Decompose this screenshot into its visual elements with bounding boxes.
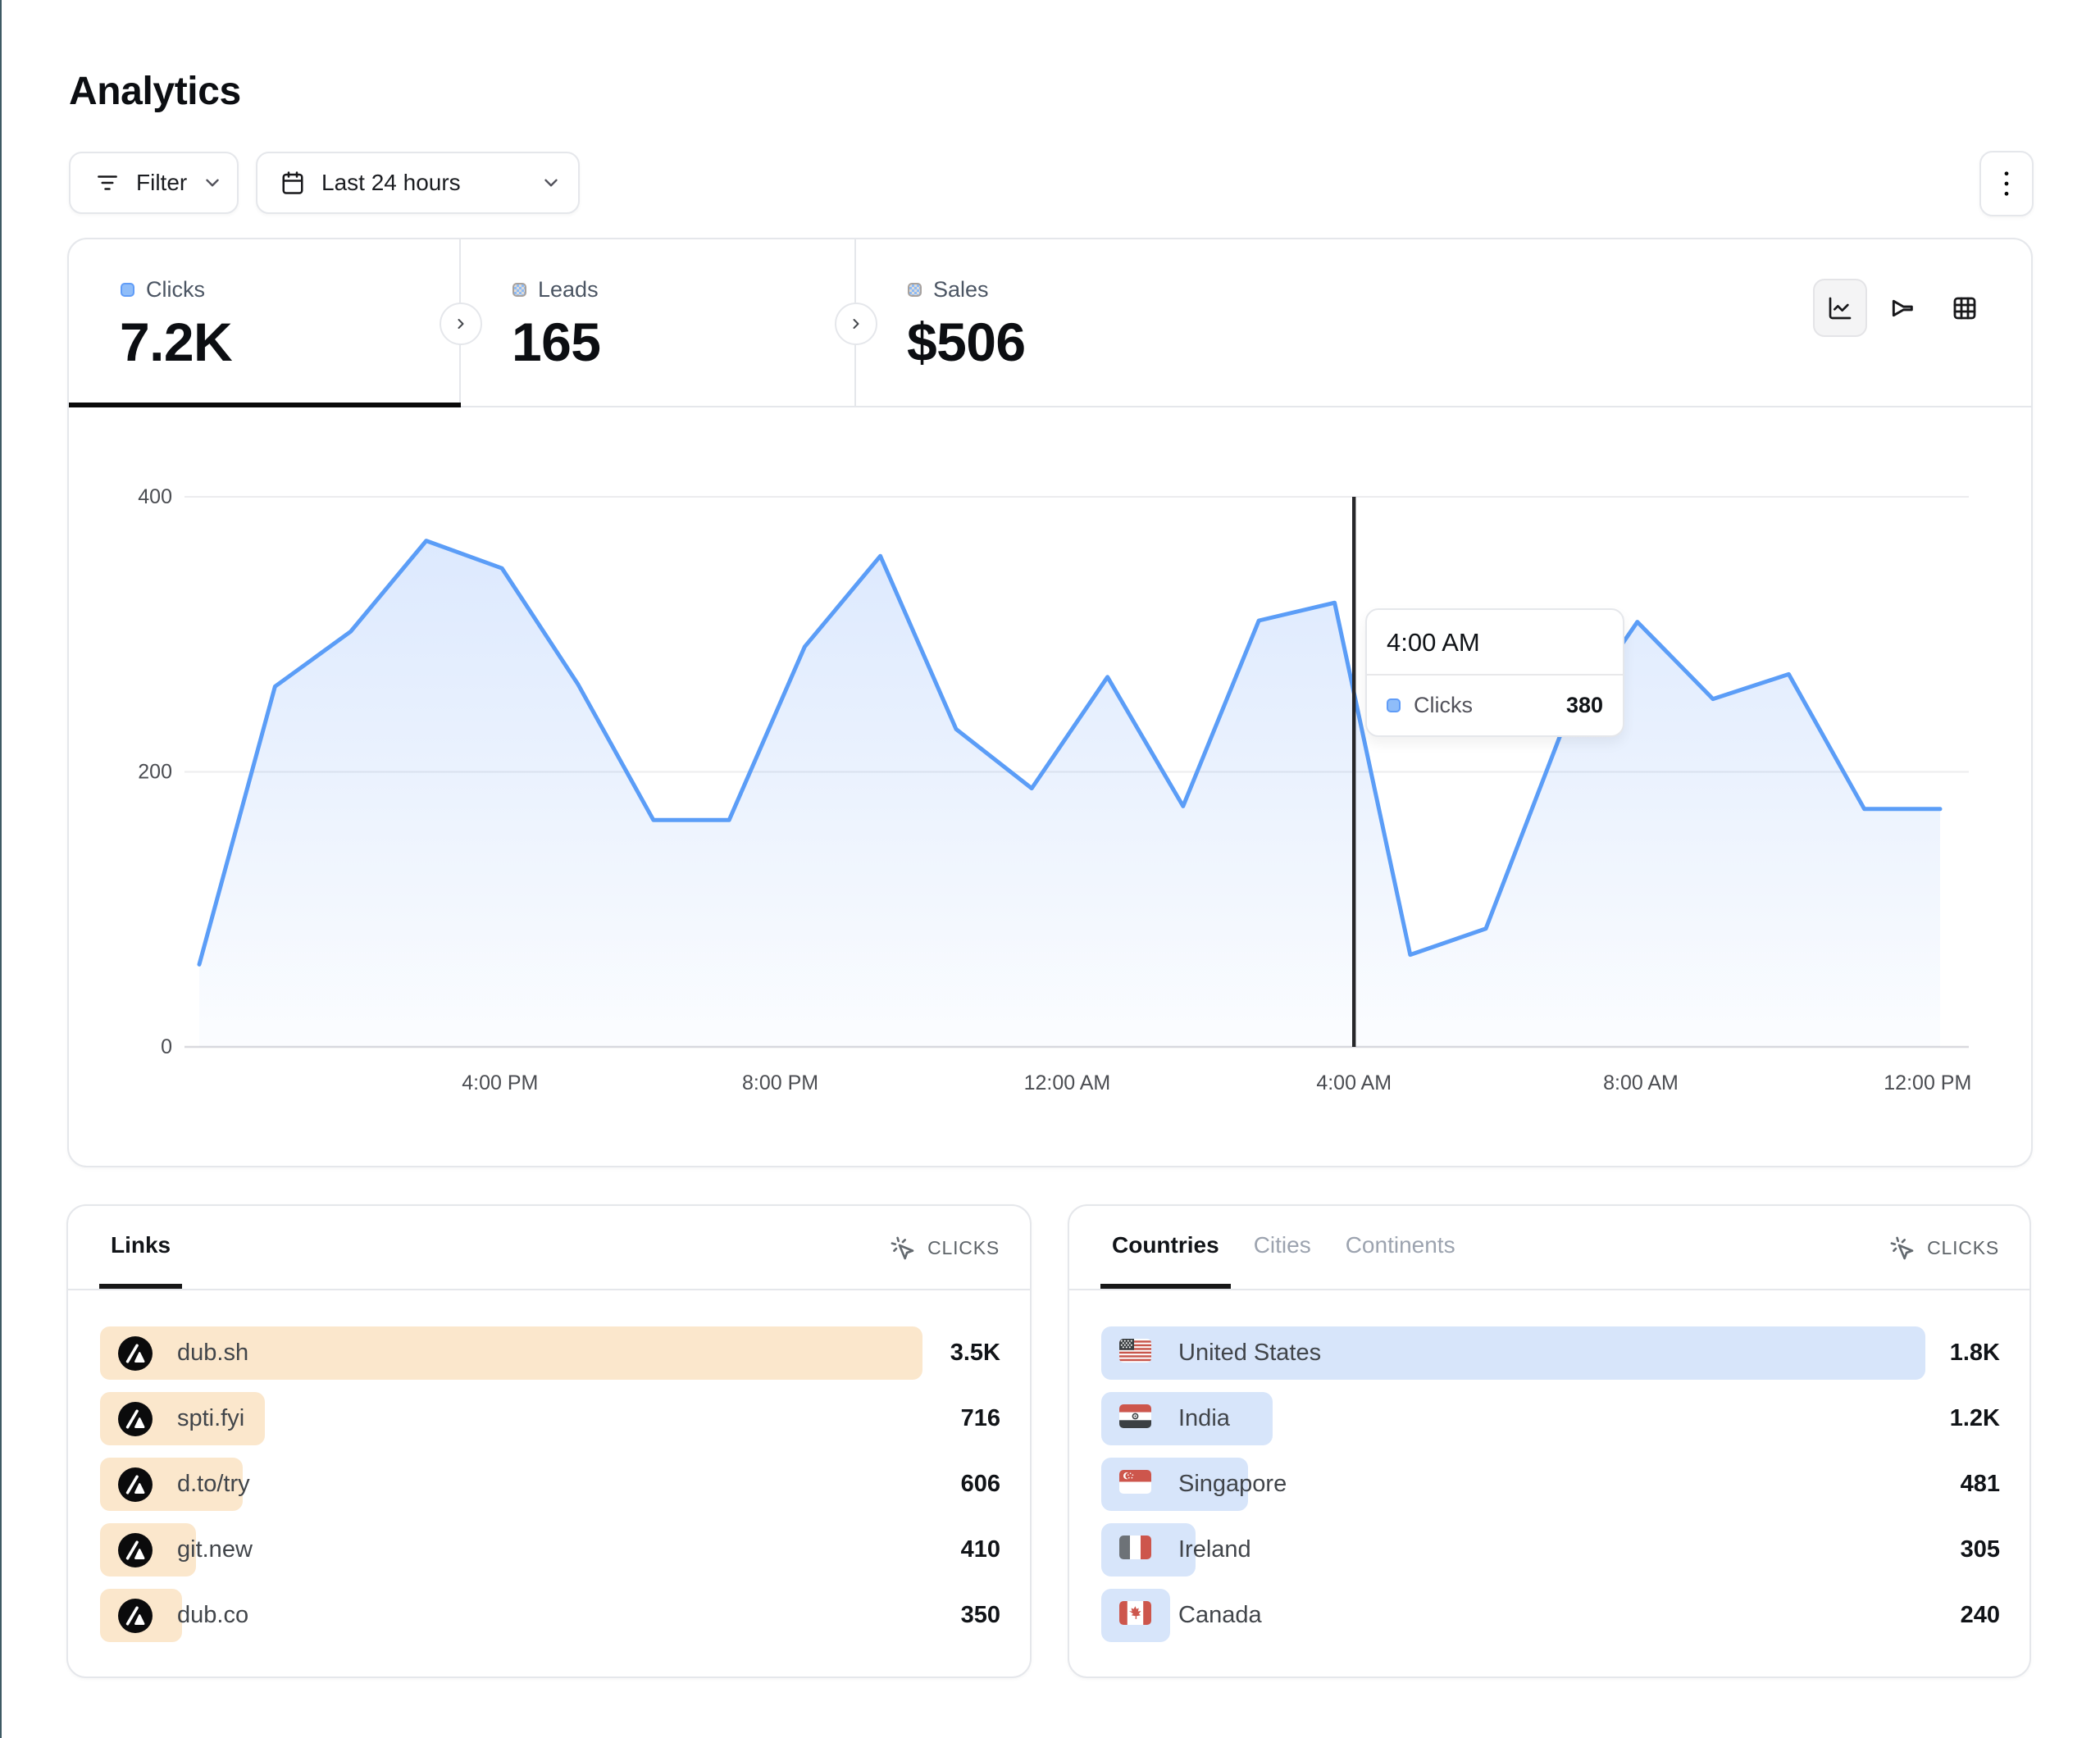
- svg-text:12:00 PM: 12:00 PM: [1884, 1071, 1971, 1094]
- svg-text:8:00 AM: 8:00 AM: [1603, 1071, 1679, 1094]
- svg-text:8:00 PM: 8:00 PM: [742, 1071, 818, 1094]
- svg-text:200: 200: [138, 761, 172, 784]
- svg-text:12:00 AM: 12:00 AM: [1024, 1071, 1111, 1094]
- svg-text:4:00 AM: 4:00 AM: [1316, 1071, 1392, 1094]
- svg-text:0: 0: [161, 1035, 172, 1058]
- svg-text:400: 400: [138, 485, 172, 508]
- svg-text:4:00 PM: 4:00 PM: [462, 1071, 538, 1094]
